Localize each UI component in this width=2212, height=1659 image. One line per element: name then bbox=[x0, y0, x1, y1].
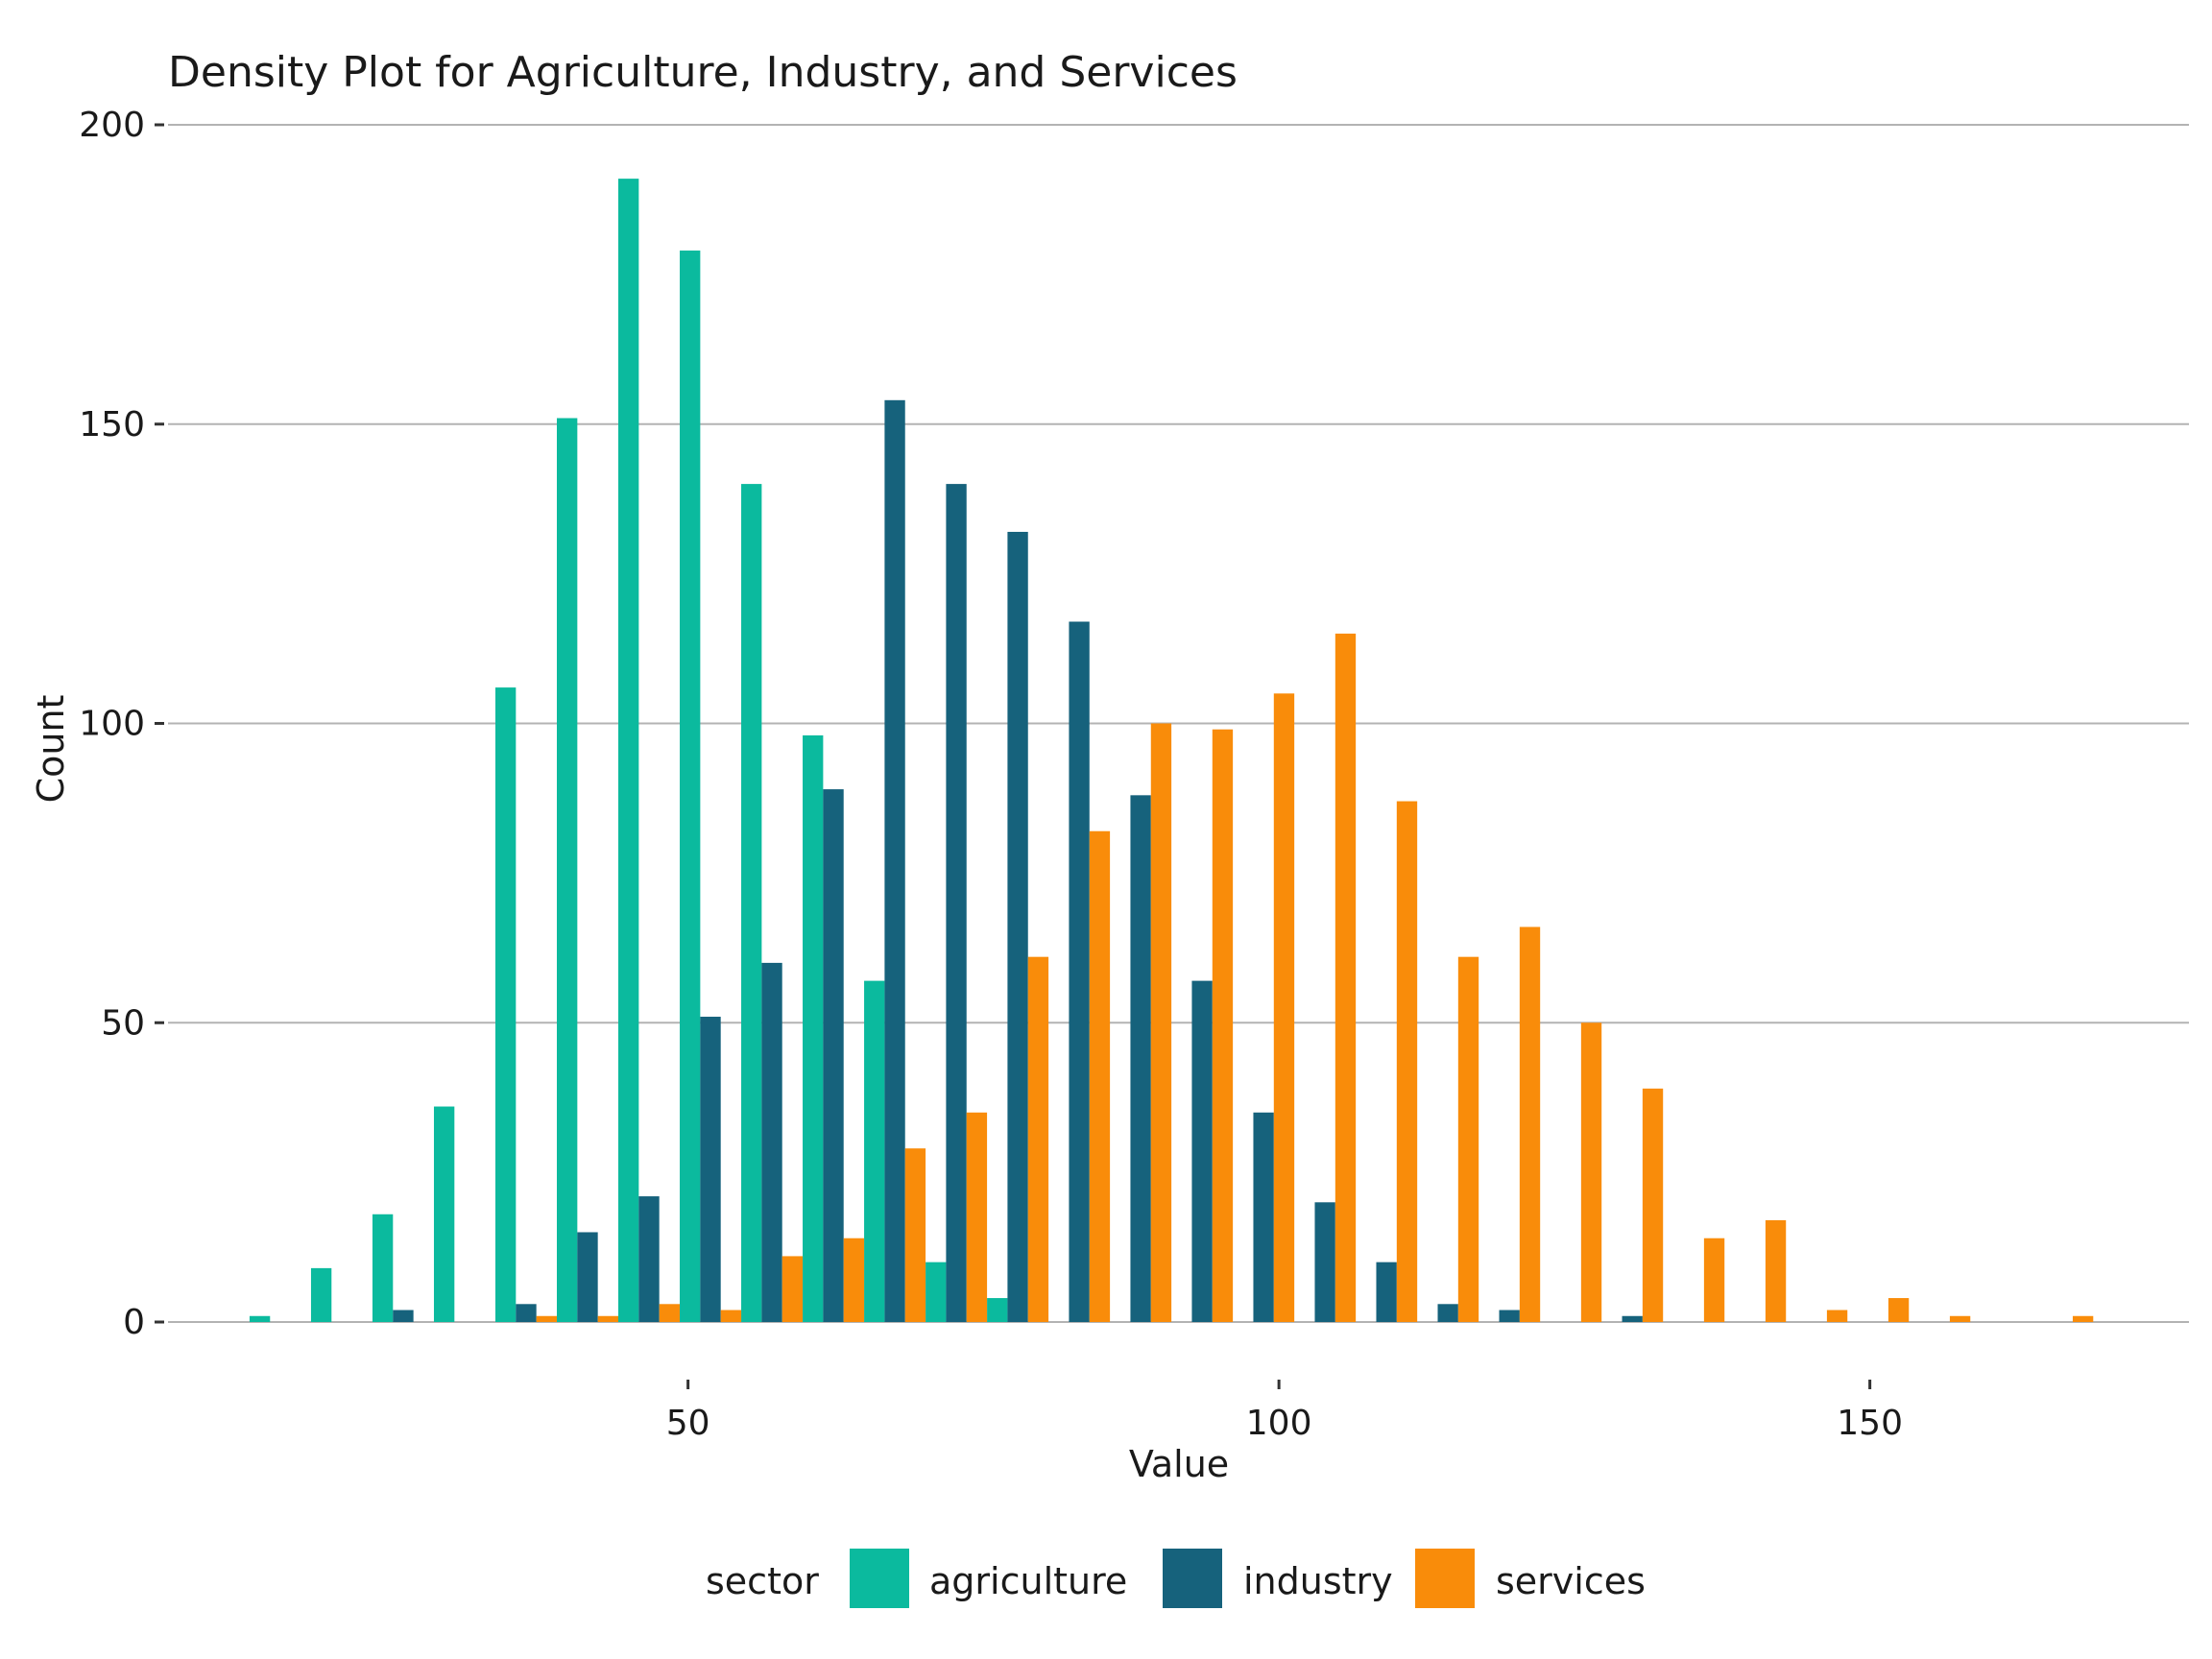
bar-industry-19 bbox=[1437, 1304, 1458, 1322]
bar-agriculture-2 bbox=[372, 1214, 394, 1322]
bar-services-20 bbox=[1519, 926, 1541, 1322]
bar-industry-13 bbox=[1069, 621, 1090, 1322]
bar-services-13 bbox=[1089, 830, 1111, 1322]
bar-services-18 bbox=[1396, 801, 1418, 1322]
legend-swatch-industry bbox=[1163, 1549, 1222, 1608]
bar-services-23 bbox=[1703, 1238, 1725, 1322]
bar-industry-18 bbox=[1376, 1262, 1397, 1322]
y-tick-label-100: 100 bbox=[79, 705, 145, 744]
bar-services-14 bbox=[1150, 723, 1172, 1322]
legend-label-services: services bbox=[1496, 1560, 1646, 1602]
bar-industry-15 bbox=[1191, 980, 1213, 1322]
x-tick-label-50: 50 bbox=[666, 1404, 710, 1443]
bar-services-4 bbox=[536, 1315, 557, 1322]
bar-agriculture-10 bbox=[864, 980, 885, 1322]
grid-lines bbox=[168, 124, 2189, 1323]
bar-industry-9 bbox=[823, 789, 844, 1322]
bar-services-11 bbox=[966, 1112, 988, 1322]
bar-industry-6 bbox=[638, 1196, 660, 1322]
legend-label-agriculture: agriculture bbox=[929, 1560, 1127, 1602]
bar-services-5 bbox=[597, 1315, 619, 1322]
bar-industry-7 bbox=[700, 1017, 721, 1322]
y-tick-label-150: 150 bbox=[79, 405, 145, 445]
x-tick-label-100: 100 bbox=[1246, 1404, 1312, 1443]
y-tick-label-0: 0 bbox=[123, 1303, 145, 1342]
bar-industry-4 bbox=[516, 1304, 537, 1322]
legend-title: sector bbox=[706, 1560, 819, 1602]
bar-industry-20 bbox=[1499, 1310, 1520, 1322]
bar-industry-16 bbox=[1253, 1112, 1274, 1322]
bar-agriculture-12 bbox=[987, 1298, 1008, 1322]
bar-services-8 bbox=[781, 1256, 804, 1322]
bar-services-16 bbox=[1273, 693, 1295, 1322]
legend-swatch-services bbox=[1415, 1549, 1475, 1608]
y-axis-title: Count bbox=[30, 695, 72, 804]
bar-industry-10 bbox=[884, 399, 905, 1322]
bar-services-15 bbox=[1212, 729, 1234, 1322]
bar-agriculture-5 bbox=[556, 418, 578, 1322]
x-axis-title: Value bbox=[1129, 1443, 1229, 1485]
bar-agriculture-0 bbox=[249, 1315, 271, 1322]
bar-services-19 bbox=[1457, 956, 1479, 1322]
legend-items: agriculture industry services bbox=[850, 1549, 1646, 1608]
y-tick-label-50: 50 bbox=[101, 1003, 145, 1043]
bars-group bbox=[249, 179, 2094, 1323]
bar-agriculture-8 bbox=[741, 484, 762, 1323]
bar-agriculture-11 bbox=[926, 1262, 947, 1322]
x-axis: 50 100 150 bbox=[666, 1380, 1903, 1443]
bar-agriculture-3 bbox=[433, 1106, 455, 1322]
x-tick-label-150: 150 bbox=[1837, 1404, 1903, 1443]
bar-services-27 bbox=[1949, 1315, 1971, 1322]
bar-services-9 bbox=[843, 1238, 865, 1322]
bar-industry-8 bbox=[761, 962, 782, 1322]
bar-industry-2 bbox=[393, 1310, 414, 1322]
bar-agriculture-7 bbox=[680, 250, 701, 1322]
bar-services-21 bbox=[1580, 1022, 1602, 1322]
bar-services-24 bbox=[1765, 1220, 1787, 1322]
bar-services-29 bbox=[2072, 1315, 2094, 1322]
bar-agriculture-9 bbox=[803, 734, 824, 1322]
bar-agriculture-4 bbox=[494, 687, 517, 1322]
y-axis: 0 50 100 150 200 bbox=[79, 106, 164, 1342]
bar-services-7 bbox=[720, 1310, 742, 1322]
legend-label-industry: industry bbox=[1243, 1560, 1393, 1602]
bar-industry-5 bbox=[577, 1232, 598, 1322]
bar-industry-22 bbox=[1622, 1315, 1643, 1322]
bar-services-10 bbox=[904, 1148, 926, 1322]
bar-services-26 bbox=[1887, 1298, 1910, 1322]
chart-title: Density Plot for Agriculture, Industry, … bbox=[168, 48, 1238, 97]
bar-agriculture-1 bbox=[310, 1267, 332, 1322]
bar-industry-12 bbox=[1007, 531, 1028, 1322]
bar-services-25 bbox=[1826, 1310, 1848, 1322]
legend: sector agriculture industry services bbox=[706, 1549, 1646, 1608]
bar-industry-17 bbox=[1314, 1202, 1335, 1322]
legend-swatch-agriculture bbox=[850, 1549, 909, 1608]
bar-services-12 bbox=[1027, 956, 1049, 1322]
bar-services-17 bbox=[1334, 633, 1357, 1322]
y-tick-label-200: 200 bbox=[79, 106, 145, 145]
bar-industry-11 bbox=[946, 484, 967, 1323]
bar-services-22 bbox=[1642, 1088, 1664, 1322]
bar-services-6 bbox=[659, 1304, 681, 1322]
bar-industry-14 bbox=[1130, 795, 1151, 1322]
bar-agriculture-6 bbox=[618, 179, 639, 1323]
